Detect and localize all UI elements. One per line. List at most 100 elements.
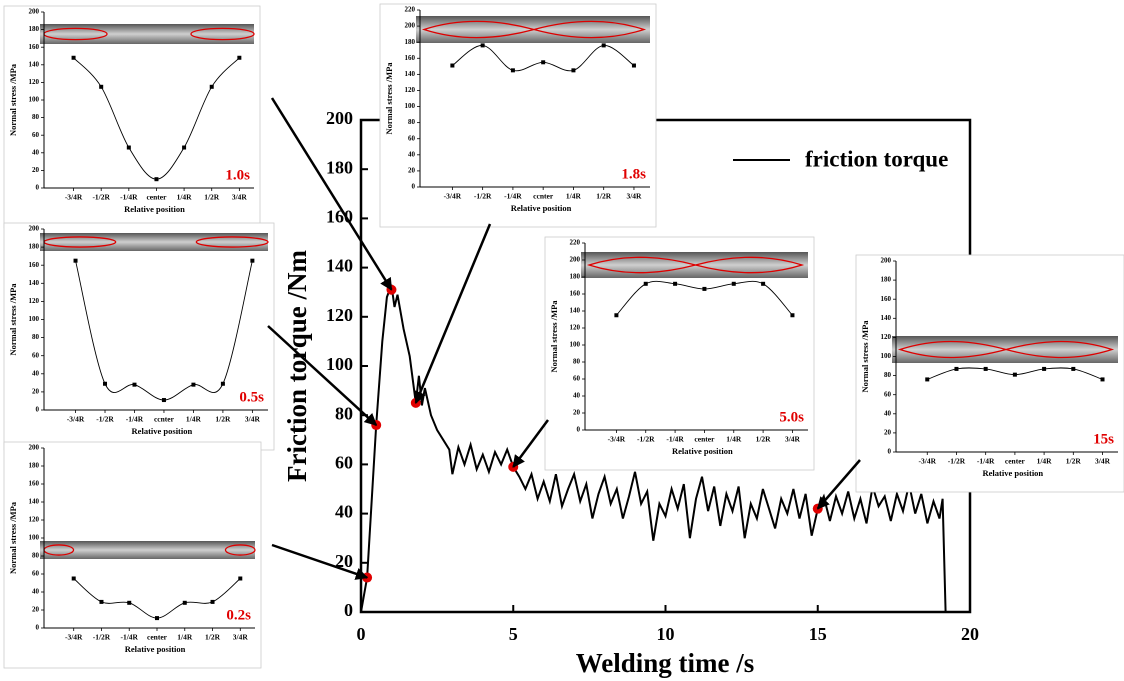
- inset-x-tick-label: -1/2R: [93, 633, 111, 642]
- legend-label: friction torque: [805, 146, 948, 171]
- inset-y-tick-label: 220: [570, 239, 581, 247]
- weld-outline: [421, 20, 647, 39]
- y-tick-label: 100: [326, 354, 353, 374]
- inset-y-axis-label: Normal stress /MPa: [8, 283, 18, 356]
- weld-image: [40, 24, 254, 44]
- inset: 0 20 40 60 80 100 120 140 160 180 200 -3/4R -1/2R -1/…: [3, 222, 275, 451]
- inset-y-tick-label: 20: [408, 167, 416, 175]
- inset-x-tick-label: ccnter: [533, 192, 554, 201]
- inset-y-tick-label: 80: [573, 358, 581, 366]
- inset-y-tick-label: 140: [405, 70, 416, 78]
- inset-y-tick-label: 140: [29, 60, 40, 68]
- data-point: [154, 616, 159, 621]
- inset-y-tick-label: 100: [29, 534, 40, 542]
- inset-y-tick-label: 40: [32, 588, 40, 596]
- pointer-arrow: [816, 459, 861, 510]
- data-point: [761, 281, 766, 286]
- data-point: [450, 63, 455, 68]
- inset-x-tick-label: center: [147, 633, 168, 642]
- inset-y-tick-label: 0: [36, 624, 40, 632]
- inset-y-tick-label: 40: [32, 369, 40, 377]
- data-point: [103, 381, 108, 386]
- inset-y-tick-label: 180: [29, 462, 40, 470]
- y-tick-label: 40: [335, 502, 353, 522]
- inset-x-tick-label: 1/2R: [204, 193, 220, 202]
- data-point: [480, 43, 485, 48]
- inset-x-tick-label: ccnter: [154, 415, 175, 424]
- y-tick-label: 0: [344, 600, 353, 620]
- y-tick-label: 60: [335, 453, 353, 473]
- inset: 0 20 40 60 80 100 120 140 160 180 200 220 -3/4R -1/2R…: [544, 236, 815, 471]
- inset-x-axis-label: Relative position: [132, 426, 193, 436]
- x-tick-label: 5: [509, 624, 518, 644]
- inset-y-tick-label: 140: [29, 279, 40, 287]
- inset-y-tick-label: 80: [32, 113, 40, 121]
- inset-y-tick-label: 180: [29, 243, 40, 251]
- x-axis-label: Welding time /s: [576, 648, 755, 678]
- inset-y-tick-label: 0: [36, 406, 40, 414]
- inset-x-tick-label: -3/4R: [608, 435, 626, 444]
- data-point: [237, 55, 242, 60]
- data-point: [220, 381, 225, 386]
- inset-y-axis-label: Normal stress /MPa: [549, 300, 559, 373]
- inset-x-tick-label: 1/4R: [726, 435, 742, 444]
- x-tick-label: 0: [357, 624, 366, 644]
- data-point: [983, 366, 988, 371]
- inset-y-tick-label: 0: [577, 426, 581, 434]
- inset-x-tick-label: -1/4R: [126, 415, 144, 424]
- inset-x-axis-label: Relative position: [982, 468, 1043, 478]
- inset-y-tick-label: 0: [36, 184, 40, 192]
- inset-x-tick-label: -1/4R: [120, 193, 138, 202]
- inset-time-label: 0.2s: [226, 607, 251, 623]
- inset-y-tick-label: 120: [405, 86, 416, 94]
- inset-y-tick-label: 180: [881, 276, 892, 284]
- weld-outline: [586, 256, 805, 274]
- data-point: [73, 258, 78, 263]
- inset-y-tick-label: 40: [884, 409, 892, 417]
- data-point: [182, 145, 187, 150]
- data-point: [126, 145, 131, 150]
- inset-x-tick-label: -1/4R: [666, 435, 684, 444]
- inset-time-label: 5.0s: [779, 409, 804, 425]
- inset-x-tick-label: 3/4R: [626, 192, 642, 201]
- data-point: [99, 599, 104, 604]
- inset-y-tick-label: 160: [881, 295, 892, 303]
- inset-x-tick-label: -1/2R: [637, 435, 655, 444]
- weld-outline: [195, 236, 269, 248]
- weld-image: [40, 233, 268, 251]
- data-point: [510, 68, 515, 73]
- inset-y-tick-label: 20: [32, 606, 40, 614]
- data-point: [238, 576, 243, 581]
- data-point: [614, 313, 619, 318]
- data-point: [1012, 372, 1017, 377]
- inset-x-tick-label: -3/4R: [919, 457, 937, 466]
- inset-x-tick-label: center: [146, 193, 167, 202]
- data-point: [925, 377, 930, 382]
- inset-x-tick-label: -1/2R: [92, 193, 110, 202]
- inset-y-tick-label: 160: [29, 261, 40, 269]
- data-point: [1042, 366, 1047, 371]
- y-tick-label: 160: [326, 207, 353, 227]
- inset-y-tick-label: 80: [32, 552, 40, 560]
- inset-y-tick-label: 0: [888, 448, 892, 456]
- data-point: [161, 398, 166, 403]
- inset-x-axis-label: Relative position: [124, 204, 185, 214]
- inset: 0 20 40 60 80 100 120 140 160 180 200 -3/4R -1/2R -1/…: [3, 441, 262, 669]
- data-point: [191, 382, 196, 387]
- inset-x-tick-label: 3/4R: [785, 435, 801, 444]
- y-tick-label: 200: [326, 108, 353, 128]
- inset-x-tick-label: 1/2R: [596, 192, 612, 201]
- inset-y-axis-label: Normal stress /MPa: [8, 501, 18, 574]
- inset-y-tick-label: 120: [29, 297, 40, 305]
- inset-x-tick-label: -1/4R: [504, 192, 522, 201]
- inset-y-tick-label: 140: [881, 314, 892, 322]
- data-point: [601, 43, 606, 48]
- pointer-arrow: [270, 97, 393, 291]
- inset-x-tick-label: center: [1005, 457, 1026, 466]
- inset-x-tick-label: 3/4R: [1095, 457, 1111, 466]
- inset-y-tick-label: 160: [570, 290, 581, 298]
- inset-y-tick-label: 200: [29, 8, 40, 16]
- weld-image: [40, 541, 255, 559]
- inset-x-tick-label: 1/4R: [177, 633, 193, 642]
